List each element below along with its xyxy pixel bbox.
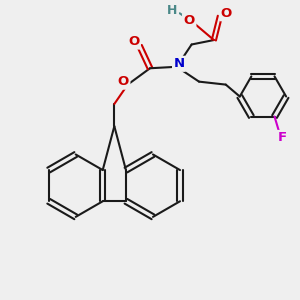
Text: O: O [118, 75, 129, 88]
Text: F: F [278, 131, 286, 145]
Text: O: O [128, 35, 139, 48]
Text: O: O [184, 14, 195, 27]
Text: N: N [174, 57, 185, 70]
Text: O: O [221, 7, 232, 20]
Text: H: H [167, 4, 178, 17]
